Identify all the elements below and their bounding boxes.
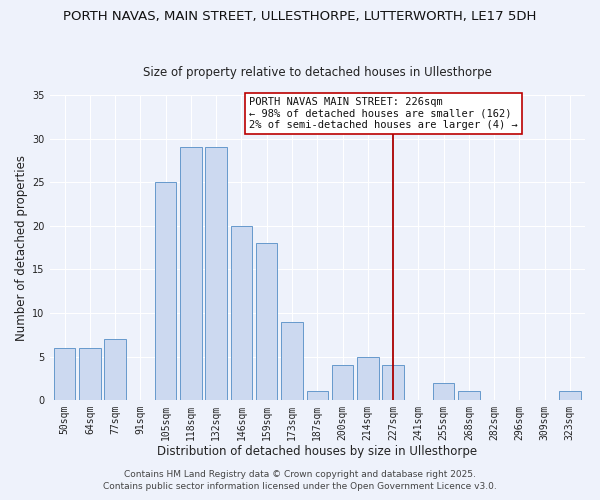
Bar bbox=[281, 322, 303, 400]
Bar bbox=[231, 226, 252, 400]
Bar bbox=[104, 339, 126, 400]
Bar bbox=[433, 383, 454, 400]
Bar bbox=[155, 182, 176, 400]
Bar bbox=[332, 366, 353, 400]
Bar bbox=[307, 392, 328, 400]
Bar bbox=[357, 356, 379, 400]
Text: Contains HM Land Registry data © Crown copyright and database right 2025.
Contai: Contains HM Land Registry data © Crown c… bbox=[103, 470, 497, 491]
Y-axis label: Number of detached properties: Number of detached properties bbox=[15, 154, 28, 340]
Text: PORTH NAVAS, MAIN STREET, ULLESTHORPE, LUTTERWORTH, LE17 5DH: PORTH NAVAS, MAIN STREET, ULLESTHORPE, L… bbox=[64, 10, 536, 23]
Title: Size of property relative to detached houses in Ullesthorpe: Size of property relative to detached ho… bbox=[143, 66, 492, 78]
Bar bbox=[205, 148, 227, 400]
Bar bbox=[180, 148, 202, 400]
Bar bbox=[54, 348, 76, 400]
Text: PORTH NAVAS MAIN STREET: 226sqm
← 98% of detached houses are smaller (162)
2% of: PORTH NAVAS MAIN STREET: 226sqm ← 98% of… bbox=[249, 96, 518, 130]
Bar bbox=[256, 243, 277, 400]
Bar bbox=[382, 366, 404, 400]
X-axis label: Distribution of detached houses by size in Ullesthorpe: Distribution of detached houses by size … bbox=[157, 444, 478, 458]
Bar bbox=[79, 348, 101, 400]
Bar bbox=[559, 392, 581, 400]
Bar bbox=[458, 392, 479, 400]
